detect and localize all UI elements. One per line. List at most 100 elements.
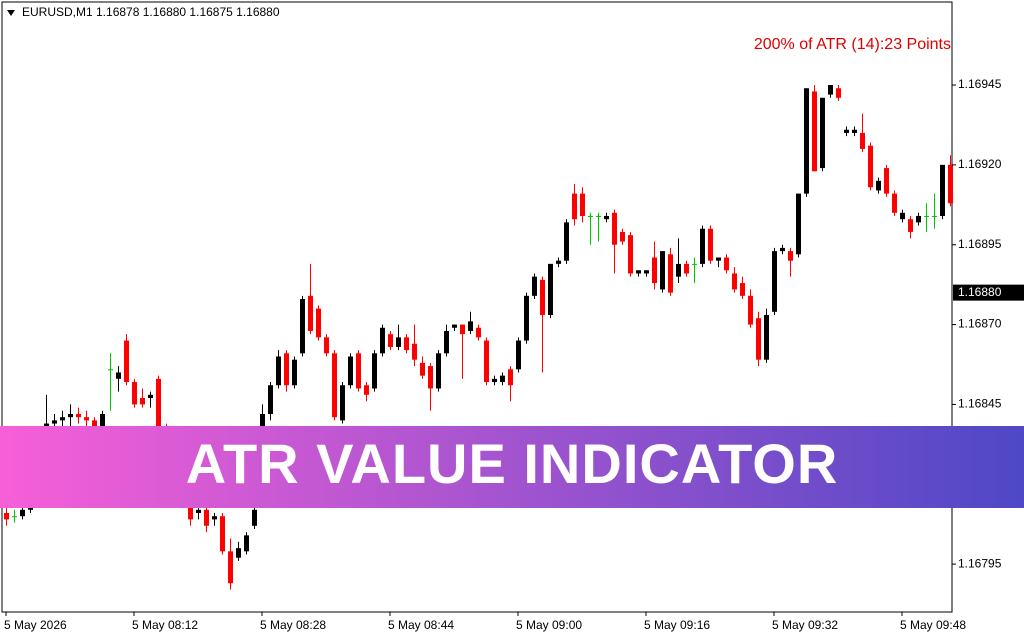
x-tick-label: 5 May 08:12 xyxy=(132,618,198,632)
candle-body xyxy=(308,295,313,331)
candle-body xyxy=(252,509,257,526)
candle-body xyxy=(516,340,521,370)
candle-body xyxy=(412,343,417,360)
candle-body xyxy=(676,263,681,277)
candle-body xyxy=(460,324,465,335)
banner: ATR VALUE INDICATOR xyxy=(0,426,1024,508)
collapse-icon[interactable] xyxy=(7,10,15,16)
candle-body xyxy=(356,353,361,389)
candle-body xyxy=(52,420,57,424)
candle-body xyxy=(292,359,297,386)
candle-body xyxy=(932,215,937,217)
banner-bar xyxy=(0,426,1024,508)
x-tick-label: 5 May 08:44 xyxy=(388,618,454,632)
candle-body xyxy=(20,509,25,517)
candle-body xyxy=(604,215,609,220)
y-tick-label: 1.16895 xyxy=(958,237,1002,251)
candle-body xyxy=(588,215,593,217)
atr-annotation: 200% of ATR (14):23 Points xyxy=(754,36,951,53)
candle-body xyxy=(268,385,273,414)
candle-body xyxy=(564,222,569,261)
candle-body xyxy=(436,353,441,389)
candle-body xyxy=(532,276,537,296)
candle-body xyxy=(916,215,921,223)
x-tick-label: 5 May 09:00 xyxy=(516,618,582,632)
candle-body xyxy=(452,324,457,328)
y-tick-label: 1.16795 xyxy=(958,556,1002,570)
candle-body xyxy=(572,193,577,220)
candle-body xyxy=(4,512,9,520)
last-price-label: 1.16880 xyxy=(958,285,1002,299)
candle-body xyxy=(140,398,145,405)
candle-body xyxy=(556,260,561,264)
candle-body xyxy=(396,337,401,347)
candle-body xyxy=(644,270,649,274)
candle-body xyxy=(428,366,433,389)
candle-body xyxy=(684,263,689,274)
candle-body xyxy=(612,212,617,245)
candle-body xyxy=(884,168,889,194)
candle-body xyxy=(860,132,865,149)
candle-body xyxy=(260,413,265,437)
candle-body xyxy=(948,164,953,204)
candle-body xyxy=(76,413,81,418)
candle-body xyxy=(724,257,729,271)
chart-title: EURUSD,M1 1.16878 1.16880 1.16875 1.1688… xyxy=(22,5,280,19)
candle-body xyxy=(380,327,385,354)
candle-body xyxy=(212,516,217,520)
candle-body xyxy=(84,417,89,421)
last-price-box xyxy=(953,284,1024,301)
candle-body xyxy=(188,503,193,520)
x-tick-label: 5 May 08:28 xyxy=(260,618,326,632)
candle-body xyxy=(748,295,753,325)
candle-body xyxy=(756,318,761,360)
candle-body xyxy=(708,228,713,261)
candle-body xyxy=(940,164,945,216)
candle-body xyxy=(804,88,809,194)
candle-body xyxy=(372,353,377,389)
x-tick-label: 5 May 09:16 xyxy=(644,618,710,632)
candle-body xyxy=(692,263,697,265)
candle-body xyxy=(844,129,849,133)
candle-body xyxy=(204,509,209,526)
candle-body xyxy=(244,535,249,552)
candle-body xyxy=(596,215,601,217)
candle-body xyxy=(700,228,705,264)
candle-body xyxy=(548,263,553,315)
candle-body xyxy=(820,97,825,169)
candle-body xyxy=(228,551,233,584)
candle-body xyxy=(316,308,321,338)
candle-body xyxy=(900,212,905,220)
x-tick-label: 5 May 09:48 xyxy=(900,618,966,632)
y-tick-label: 1.16870 xyxy=(958,317,1002,331)
candle-body xyxy=(732,273,737,290)
candle-body xyxy=(716,257,721,261)
candle-body xyxy=(340,385,345,421)
candle-body xyxy=(908,219,913,232)
candle-body xyxy=(220,516,225,552)
candle-body xyxy=(348,356,353,386)
candle-body xyxy=(524,295,529,341)
candle-body xyxy=(836,88,841,98)
candle-body xyxy=(108,369,113,371)
candle-body xyxy=(468,321,473,331)
candle-body xyxy=(388,334,393,347)
candle-body xyxy=(60,417,65,421)
candle-body xyxy=(324,337,329,354)
candle-body xyxy=(852,129,857,133)
x-tick-label: 5 May 09:32 xyxy=(772,618,838,632)
candle-body xyxy=(772,251,777,312)
candle-body xyxy=(12,516,17,518)
candle-body xyxy=(124,340,129,383)
candle-body xyxy=(508,369,513,386)
candle-body xyxy=(116,372,121,379)
candle-body xyxy=(780,247,785,252)
candle-body xyxy=(828,85,833,95)
candle-body xyxy=(148,394,153,399)
candle-body xyxy=(364,385,369,395)
candle-body xyxy=(812,91,817,172)
candle-body xyxy=(668,254,673,293)
candle-body xyxy=(300,299,305,354)
candle-body xyxy=(484,340,489,383)
